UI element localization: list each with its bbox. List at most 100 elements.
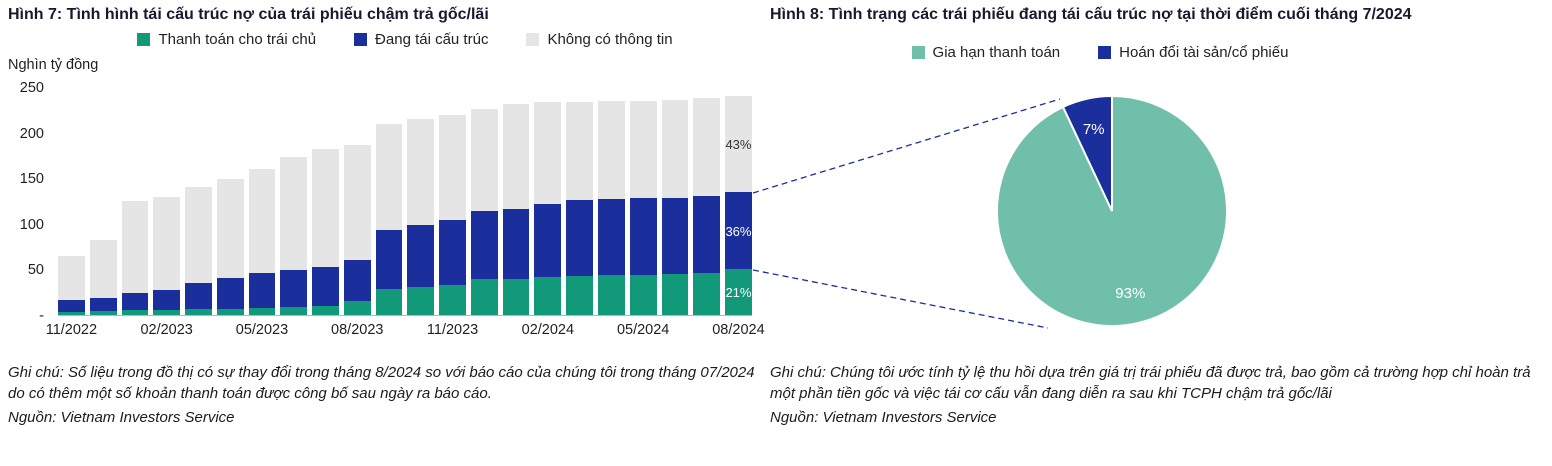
legend-item: Hoán đổi tài sản/cổ phiếu (1098, 44, 1288, 61)
figure8-legend: Gia hạn thanh toán Hoán đổi tài sản/cổ ph… (840, 44, 1360, 61)
bar-segment (121, 201, 149, 294)
legend-item: Không có thông tin (526, 31, 673, 48)
bar-segment (470, 278, 498, 315)
figure7-unit-label: Nghìn tỷ đồng (8, 57, 99, 73)
bar-02-2024: 02/2024 (522, 88, 574, 338)
figure7-legend: Thanh toán cho trái chủ Đang tái cấu trúc… (60, 31, 750, 48)
bar-segment (280, 157, 308, 271)
bar-segment (439, 115, 466, 221)
bar-segment (153, 290, 181, 310)
bar-segment (439, 284, 466, 315)
bar-07-2024 (693, 88, 721, 315)
bar-segment (248, 169, 276, 274)
x-tick-label: 11/2023 (426, 322, 479, 338)
figure8-note-text: Ghi chú: Chúng tôi ước tính tỷ lệ thu hồ… (770, 364, 1531, 403)
bar-segment (375, 230, 403, 290)
legend-item: Đang tái cấu trúc (354, 31, 488, 48)
legend-label: Gia hạn thanh toán (932, 44, 1061, 61)
figure7-source: Nguồn: Vietnam Investors Service (8, 408, 235, 426)
x-tick-label: 08/2023 (331, 322, 384, 338)
figure8-title: Hình 8: Tình trạng các trái phiếu đang t… (770, 6, 1412, 23)
bar-segment (216, 179, 244, 278)
figure8-notes: Ghi chú: Chúng tôi ước tính tỷ lệ thu hồ… (770, 362, 1548, 428)
bar-segment (58, 300, 85, 313)
bar-stack (693, 97, 721, 315)
bar-segment (566, 101, 594, 201)
bar-06-2024 (661, 88, 689, 315)
bar-stack (439, 115, 466, 315)
bar-segment (280, 270, 308, 307)
figure7-notes: Ghi chú: Số liệu trong đồ thị có sự thay… (8, 362, 756, 428)
bar-03-2024 (566, 88, 594, 315)
bar-segment (598, 274, 625, 315)
bar-05-2024: 05/2024 (617, 88, 669, 338)
bar-segment (725, 191, 752, 270)
legend-label: Hoán đổi tài sản/cổ phiếu (1119, 44, 1289, 61)
legend-label: Thanh toán cho trái chủ (158, 31, 317, 48)
bar-segment (439, 220, 466, 285)
bar-segment (375, 289, 403, 315)
bar-segment (598, 100, 625, 200)
segment-pct-label: 21% (725, 285, 752, 301)
bar-segment (185, 187, 212, 284)
legend-swatch-icon (911, 46, 925, 59)
bar-stack (343, 145, 371, 315)
x-tick-label: 11/2022 (45, 322, 98, 338)
legend-swatch-icon (1098, 46, 1112, 59)
bar-stack (153, 197, 181, 315)
pie-slice (1061, 94, 1113, 212)
bar-segment (566, 200, 594, 276)
bar-04-2023 (216, 88, 244, 315)
bar-segment (248, 307, 276, 315)
legend-item: Thanh toán cho trái chủ (137, 31, 316, 48)
bar-stack (629, 100, 657, 315)
legend-swatch-icon (137, 33, 151, 46)
segment-pct-label: 43% (725, 137, 752, 152)
bar-segment (375, 124, 403, 231)
bar-stack (407, 118, 435, 315)
bar-stack (598, 100, 625, 315)
bar-segment (312, 149, 339, 267)
bar-segment (661, 198, 689, 274)
bar-segment (629, 198, 657, 275)
bar-segment (629, 274, 657, 315)
bar-segment (185, 283, 212, 309)
bar-segment (58, 312, 85, 315)
bar-segment (312, 266, 339, 306)
bar-stack (58, 255, 85, 315)
bar-07-2023 (312, 88, 339, 315)
bar-segment (661, 273, 689, 315)
bar-stack (185, 187, 212, 315)
figure7-bars: 11/2022 02/2023 05/2023 08/2023 11/2023 02/20… (46, 88, 765, 338)
bar-segment (629, 100, 657, 199)
bar-segment (502, 104, 530, 210)
bar-segment (693, 97, 721, 197)
bar-stack (375, 124, 403, 315)
bar-stack (121, 201, 149, 315)
x-tick-label: 05/2023 (235, 322, 289, 338)
bar-segment (598, 199, 625, 275)
bar-02-2023: 02/2023 (140, 88, 193, 338)
legend-label: Không có thông tin (547, 31, 673, 48)
bar-stack (661, 99, 689, 315)
y-tick-label: 100 (19, 216, 44, 233)
bar-stack (725, 96, 752, 315)
figure8-pie: 93% 7% (982, 81, 1242, 341)
bar-12-2022 (89, 88, 117, 315)
x-tick-label: 02/2024 (521, 322, 575, 338)
bar-06-2023 (280, 88, 308, 315)
x-tick-label: 05/2024 (616, 322, 670, 338)
bar-segment (153, 197, 181, 291)
pie-slice-label: 93% (1115, 285, 1145, 302)
bar-segment (502, 278, 530, 315)
bar-segment (89, 311, 117, 315)
bar-segment (343, 301, 371, 315)
bar-12-2023 (470, 88, 498, 315)
legend-label: Đang tái cấu trúc (375, 31, 489, 48)
bar-04-2024 (598, 88, 625, 315)
bar-segment (470, 108, 498, 212)
bar-stack (248, 169, 276, 315)
y-tick-label: - (39, 308, 44, 324)
bar-segment (216, 308, 244, 315)
